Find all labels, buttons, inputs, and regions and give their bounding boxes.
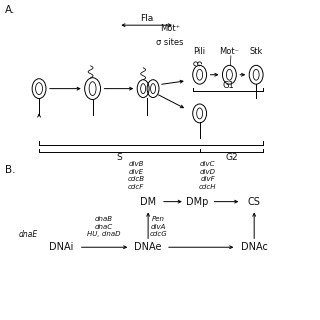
Text: G2: G2	[225, 153, 238, 162]
Text: G1: G1	[222, 81, 234, 90]
Text: dnaE: dnaE	[18, 230, 37, 239]
Text: A.: A.	[5, 5, 16, 15]
Text: DMp: DMp	[187, 196, 209, 207]
Text: divC
divD
divF
cdcH: divC divD divF cdcH	[199, 161, 216, 190]
Text: Pili: Pili	[194, 47, 206, 56]
Text: dnaB
dnaC
HU, dnaD: dnaB dnaC HU, dnaD	[87, 216, 120, 237]
Text: Mot⁻: Mot⁻	[220, 47, 239, 56]
Text: Pen
divA
cdcG: Pen divA cdcG	[149, 216, 167, 237]
Text: B.: B.	[5, 165, 16, 175]
Text: DM: DM	[140, 196, 156, 207]
Text: DNAc: DNAc	[241, 242, 268, 252]
Text: divB
divE
cdcB
cdcF: divB divE cdcB cdcF	[128, 161, 145, 190]
Text: Mot⁺: Mot⁺	[160, 24, 180, 33]
Text: Fla: Fla	[140, 14, 153, 23]
Text: Stk: Stk	[250, 47, 263, 56]
Text: CS: CS	[248, 196, 260, 207]
Text: S: S	[116, 153, 122, 162]
Text: DNAe: DNAe	[134, 242, 162, 252]
Text: σ sites: σ sites	[156, 38, 184, 47]
Text: DNAi: DNAi	[49, 242, 73, 252]
